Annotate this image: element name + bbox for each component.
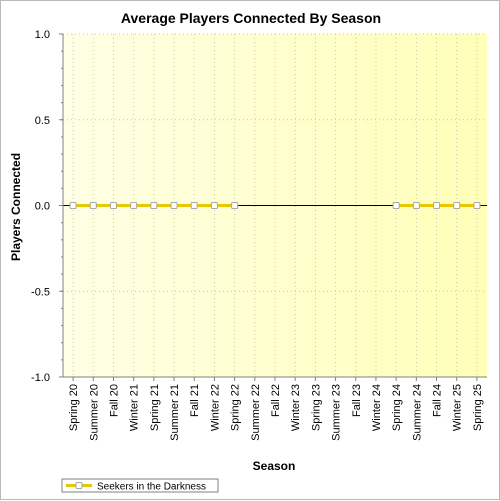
data-point <box>150 202 158 209</box>
x-tick-label: Summer 21 <box>169 384 181 441</box>
y-tick-label: -1.0 <box>31 372 50 384</box>
series-layer <box>69 202 481 209</box>
data-point <box>190 202 198 209</box>
data-point <box>109 202 117 209</box>
x-tick-label: Fall 23 <box>351 384 363 417</box>
x-tick-label: Winter 25 <box>452 384 464 431</box>
data-point <box>69 202 77 209</box>
x-tick-label: Summer 24 <box>411 384 423 441</box>
x-tick-label: Spring 20 <box>68 384 80 431</box>
x-tick-label: Summer 23 <box>331 384 343 441</box>
y-tick-label: 0.0 <box>35 201 50 213</box>
legend-swatch-marker <box>75 482 83 489</box>
x-tick-label: Fall 24 <box>432 384 444 417</box>
y-tick-label: 1.0 <box>35 29 50 41</box>
data-point <box>231 202 239 209</box>
x-tick-label: Fall 21 <box>189 384 201 417</box>
data-point <box>412 202 420 209</box>
x-tick-label: Spring 22 <box>230 384 242 431</box>
data-point <box>392 202 400 209</box>
data-point <box>453 202 461 209</box>
legend-swatch <box>66 482 92 489</box>
x-tick-label: Winter 23 <box>290 384 302 431</box>
x-tick-label: Fall 22 <box>270 384 282 417</box>
chart-title: Average Players Connected By Season <box>121 10 381 26</box>
data-point <box>433 202 441 209</box>
x-tick-label: Spring 24 <box>391 384 403 431</box>
legend-label: Seekers in the Darkness <box>97 482 206 493</box>
y-tick-labels: 1.0 0.5 0.0 -0.5 -1.0 <box>31 29 50 384</box>
y-tick-label: -0.5 <box>31 286 50 298</box>
x-tick-label: Winter 24 <box>371 384 383 431</box>
legend-box <box>61 478 219 493</box>
x-tick-label: Winter 22 <box>209 384 221 431</box>
data-point <box>89 202 97 209</box>
x-tick-label: Winter 21 <box>129 384 141 431</box>
data-point <box>473 202 481 209</box>
x-tick-label: Spring 25 <box>472 384 484 431</box>
data-point <box>210 202 218 209</box>
x-tick-label: Summer 20 <box>88 384 100 441</box>
data-point <box>130 202 138 209</box>
y-axis-title: Players Connected <box>9 153 23 261</box>
x-tick-label: Fall 20 <box>108 384 120 417</box>
x-tick-labels: Spring 20 Summer 20 Fall 20 Winter 21 Spring… <box>68 384 484 441</box>
legend: Seekers in the Darkness <box>61 478 219 493</box>
x-tick-label: Spring 21 <box>149 384 161 431</box>
y-tick-label: 0.5 <box>35 115 50 127</box>
data-point <box>170 202 178 209</box>
x-axis-title: Season <box>253 459 296 473</box>
x-tick-label: Spring 23 <box>310 384 322 431</box>
x-tick-label: Summer 22 <box>250 384 262 441</box>
